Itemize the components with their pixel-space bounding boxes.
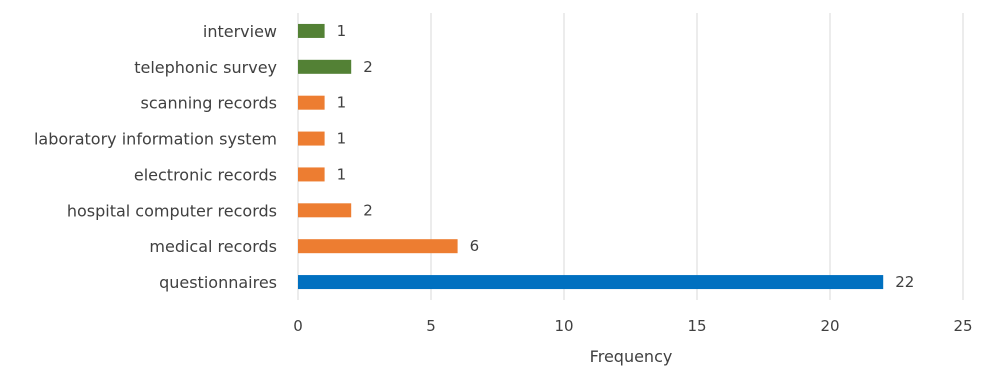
bar <box>298 203 352 218</box>
category-label: interview <box>203 22 277 41</box>
bar <box>298 239 458 254</box>
category-label: telephonic survey <box>134 58 277 77</box>
bar <box>298 275 884 290</box>
data-label: 1 <box>337 130 347 148</box>
x-axis-title: Frequency <box>590 347 673 366</box>
gridlines <box>297 13 964 300</box>
bar <box>298 95 325 110</box>
bar <box>298 167 325 182</box>
data-label: 1 <box>337 165 347 183</box>
category-label: scanning records <box>141 94 278 113</box>
x-tick-labels: 0 5 10 15 20 25 <box>293 317 972 335</box>
data-label: 2 <box>363 201 373 219</box>
category-label: laboratory information system <box>34 130 277 149</box>
bars <box>298 23 884 290</box>
category-labels: interview telephonic survey scanning recor… <box>34 22 277 292</box>
x-tick-label: 20 <box>820 317 839 335</box>
category-label: hospital computer records <box>67 201 277 220</box>
bar <box>298 131 325 146</box>
data-label: 1 <box>337 94 347 112</box>
data-label: 6 <box>470 237 480 255</box>
x-tick-label: 0 <box>293 317 303 335</box>
x-tick-label: 10 <box>554 317 573 335</box>
x-tick-label: 25 <box>953 317 972 335</box>
category-label: questionnaires <box>159 273 277 292</box>
category-label: electronic records <box>134 165 277 184</box>
data-label: 1 <box>337 22 347 40</box>
data-label: 22 <box>895 273 914 291</box>
bar <box>298 59 352 74</box>
bar <box>298 23 325 38</box>
x-tick-label: 15 <box>687 317 706 335</box>
data-label: 2 <box>363 58 373 76</box>
x-tick-label: 5 <box>426 317 436 335</box>
category-label: medical records <box>149 237 277 256</box>
